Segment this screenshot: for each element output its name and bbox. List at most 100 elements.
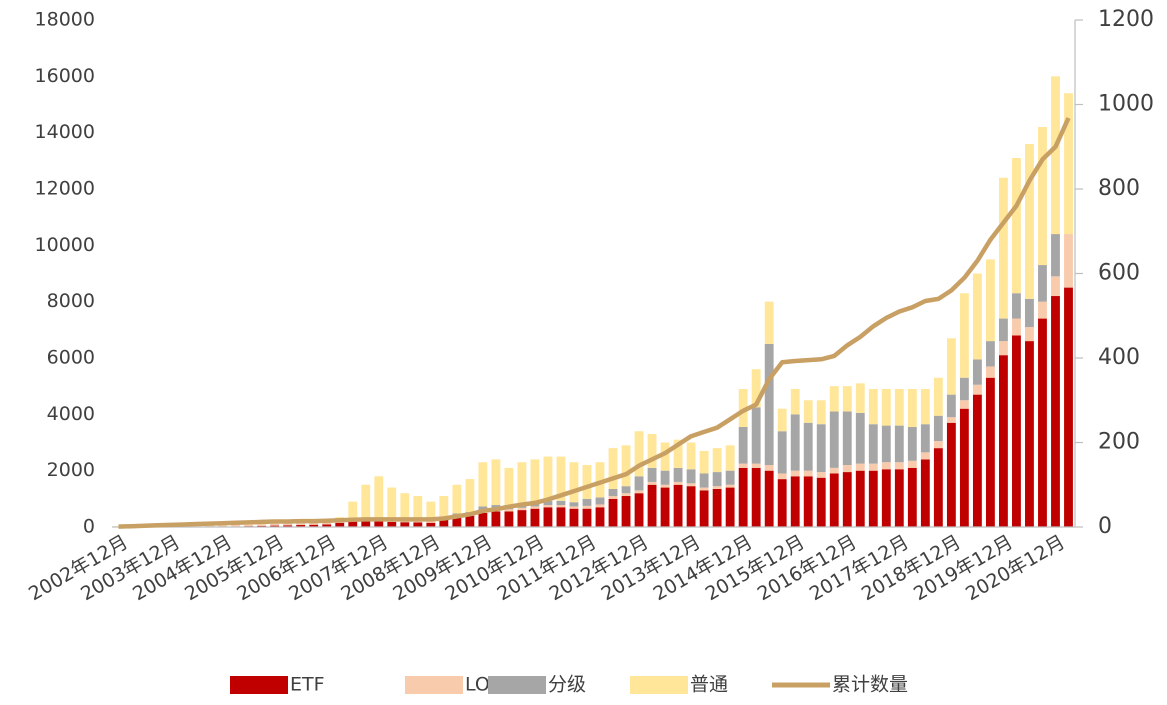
bar-segment [699,490,709,527]
bar-segment [595,504,605,508]
bar-segment [1051,296,1060,527]
bar-segment [881,462,891,470]
bar-segment [1038,265,1047,302]
y2-tick-label: 400 [1098,345,1140,370]
bar-segment [270,525,280,527]
bar-segment [283,525,293,527]
y2-tick-label: 1200 [1098,7,1154,32]
bar-segment [725,484,735,488]
bar-segment [777,473,787,480]
bar-segment [738,427,748,464]
bar-segment [309,523,319,525]
bar-segment [491,459,501,506]
bar-segment [907,427,917,461]
bar-segment [556,505,566,508]
bar-segment [387,487,397,520]
bar-segment [868,470,878,527]
y2-tick-label: 800 [1098,176,1140,201]
bar-segment [309,524,319,527]
bar-segment [816,424,826,473]
y2-tick-label: 0 [1098,514,1112,539]
bar-segment [816,400,826,425]
bar-segment [868,388,878,425]
bar-segment [816,472,826,478]
bar-segment [1064,93,1073,235]
legend-label: 分级 [548,674,586,696]
bar-segment [361,520,371,527]
bar-segment [699,473,709,488]
bar-segment [842,465,852,473]
bar-segment [543,500,553,506]
bar-segment [985,366,995,378]
bar-segment [751,369,761,408]
bar-segment [608,498,618,527]
bar-segment [725,487,735,527]
y2-tick-label: 200 [1098,430,1140,455]
bar-segment [634,431,644,477]
bar-segment [491,511,501,527]
bar-segment [634,490,644,494]
bar-segment [881,469,891,527]
bar-segment [1025,341,1034,527]
bar-segment [673,481,683,485]
bar-segment [621,493,631,497]
bar-segment [543,456,553,501]
bar-segment [842,386,852,412]
bar-segment [920,452,930,460]
bar-segment [660,487,670,527]
bar-segment [1012,318,1021,336]
bar-segment [907,388,917,428]
bar-segment [712,488,722,527]
bar-segment [465,479,475,513]
bar-segment [790,470,800,477]
bar-segment [1025,143,1034,299]
bar-segment [595,507,605,527]
bar-segment [999,177,1008,319]
bar-segment [842,472,852,527]
bar-segment [582,508,592,527]
bar-segment [777,431,787,474]
bar-segment [582,498,592,506]
bar-segment [894,425,904,463]
bar-segment [1064,287,1073,527]
bar-segment [504,509,514,512]
bar-segment [1064,234,1073,288]
bar-segment [413,496,423,520]
bar-segment [959,293,969,378]
bar-segment [855,412,865,464]
bar-segment [764,470,774,527]
bar-segment [972,394,982,527]
bar-segment [465,515,475,527]
bar-segment [517,462,527,504]
bar-segment [647,467,657,482]
bar-segment [751,407,761,464]
y2-tick-label: 1000 [1098,92,1154,117]
bar-segment [868,463,878,471]
bar-segment [1051,76,1060,235]
y-tick-label: 6000 [47,347,95,369]
bar-segment [751,467,761,527]
bar-segment [985,377,995,527]
bar-segment [946,338,956,395]
bar-segment [621,486,631,494]
bar-segment [556,456,566,501]
bar-segment [218,525,228,527]
bar-segment [829,473,839,527]
bar-segment [790,414,800,471]
bar-segment [478,462,488,507]
bar-segment [322,522,332,525]
bar-segment [569,462,579,503]
legend-swatch [230,676,288,694]
bar-segment [634,493,644,527]
bar-segment [348,501,358,520]
bar-segment [595,462,605,498]
bar-segment [634,476,644,491]
bar-segment [699,487,709,491]
bar-segment [751,463,761,468]
bar-segment [933,448,943,527]
bar-segment [738,388,748,428]
bar-segment [972,384,982,395]
bar-segment [985,259,995,342]
bar-segment [608,496,618,499]
